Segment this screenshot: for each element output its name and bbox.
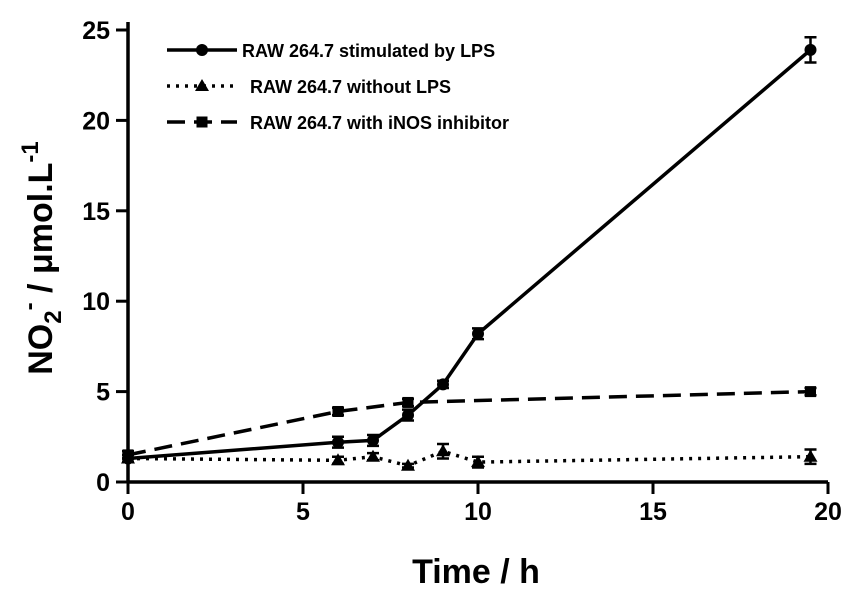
legend-marker <box>195 79 209 91</box>
x-tick-label: 5 <box>296 498 310 526</box>
legend-label: RAW 264.7 stimulated by LPS <box>242 41 495 61</box>
legend-marker <box>196 44 208 56</box>
data-point <box>402 396 414 408</box>
y-axis-title-unit-sup: -1 <box>17 141 44 162</box>
x-tick-label: 15 <box>639 498 667 526</box>
data-point <box>366 449 380 462</box>
x-tick-label: 10 <box>464 498 492 526</box>
y-axis-title: NO2- / μmol.L-1 <box>16 141 67 375</box>
legend-label: RAW 264.7 with iNOS inhibitor <box>250 113 509 133</box>
y-tick-label: 15 <box>82 198 110 226</box>
y-tick-label: 0 <box>96 469 110 497</box>
legend-item-1: RAW 264.7 stimulated by LPS <box>167 41 495 61</box>
y-axis-title-sup: - <box>16 302 43 310</box>
data-point <box>332 436 344 449</box>
data-point <box>804 43 817 56</box>
data-point <box>472 327 484 340</box>
y-axis-title-prefix: NO <box>22 324 60 375</box>
data-point <box>471 455 485 468</box>
legend: RAW 264.7 stimulated by LPS RAW 264.7 wit… <box>167 41 509 133</box>
legend-item-2: RAW 264.7 without LPS <box>167 77 451 97</box>
y-axis-title-sub: 2 <box>40 310 67 323</box>
y-axis-title-middle: / μmol.L <box>22 163 60 303</box>
data-point <box>803 449 818 462</box>
series-2 <box>121 442 818 471</box>
data-point <box>805 386 816 398</box>
data-point <box>332 405 344 417</box>
data-point <box>401 458 415 471</box>
legend-label: RAW 264.7 without LPS <box>250 77 451 97</box>
y-tick-label: 20 <box>82 107 110 135</box>
y-tick-label: 25 <box>82 17 110 45</box>
series-3-line <box>127 389 811 457</box>
series-1-line <box>127 48 812 461</box>
data-point <box>367 434 379 447</box>
y-tick-label: 10 <box>82 288 110 316</box>
x-axis-title: Time / h <box>412 553 540 590</box>
data-point <box>331 453 345 466</box>
x-tick-label: 20 <box>814 498 842 526</box>
legend-marker <box>196 116 208 128</box>
x-tick-label: 0 <box>121 498 135 526</box>
data-point <box>402 409 414 422</box>
legend-item-3: RAW 264.7 with iNOS inhibitor <box>167 113 509 133</box>
y-tick-label: 5 <box>96 379 110 407</box>
series-2-line <box>127 449 811 468</box>
data-point <box>437 378 449 391</box>
series-1 <box>122 35 817 465</box>
data-point <box>436 444 450 457</box>
